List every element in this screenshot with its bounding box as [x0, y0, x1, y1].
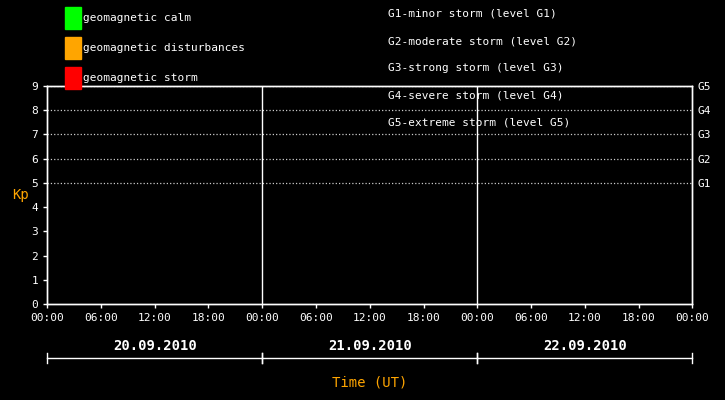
Text: geomagnetic disturbances: geomagnetic disturbances	[83, 43, 245, 53]
Text: 21.09.2010: 21.09.2010	[328, 339, 412, 353]
Text: geomagnetic storm: geomagnetic storm	[83, 73, 198, 83]
Text: Time (UT): Time (UT)	[332, 375, 407, 389]
Text: 22.09.2010: 22.09.2010	[543, 339, 626, 353]
Text: G1-minor storm (level G1): G1-minor storm (level G1)	[388, 9, 557, 19]
Text: geomagnetic calm: geomagnetic calm	[83, 13, 191, 23]
Text: G2-moderate storm (level G2): G2-moderate storm (level G2)	[388, 36, 577, 46]
Text: 20.09.2010: 20.09.2010	[113, 339, 196, 353]
Text: G3-strong storm (level G3): G3-strong storm (level G3)	[388, 64, 563, 74]
Text: G4-severe storm (level G4): G4-severe storm (level G4)	[388, 91, 563, 101]
Text: G5-extreme storm (level G5): G5-extreme storm (level G5)	[388, 118, 570, 128]
Y-axis label: Kp: Kp	[12, 188, 28, 202]
